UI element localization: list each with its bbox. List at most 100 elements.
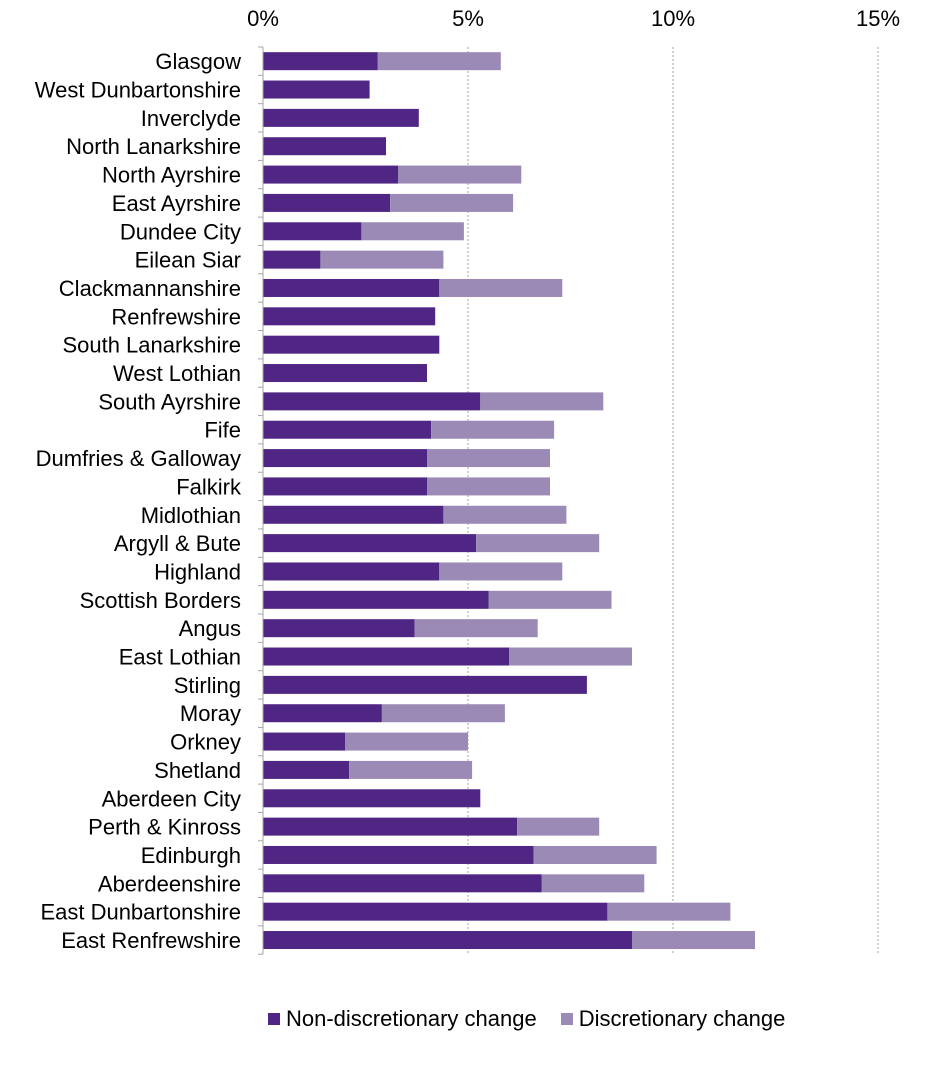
tick-label-10: 10% bbox=[651, 6, 695, 31]
category-labels: Glasgow West Dunbartonshire Inverclyde Nort… bbox=[35, 49, 242, 953]
bar-non-discretionary-8 bbox=[263, 278, 440, 297]
bar-discretionary-25 bbox=[349, 760, 473, 779]
tick-label-5: 5% bbox=[452, 6, 484, 31]
bar-discretionary-4 bbox=[398, 165, 522, 184]
category-label: Aberdeenshire bbox=[98, 871, 241, 896]
bar-non-discretionary-29 bbox=[263, 874, 542, 893]
bar-non-discretionary-5 bbox=[263, 193, 391, 212]
category-label: Orkney bbox=[170, 730, 241, 755]
legend-item-non-discretionary: Non-discretionary change bbox=[268, 1006, 537, 1032]
bar-non-discretionary-10 bbox=[263, 335, 440, 354]
bar-non-discretionary-17 bbox=[263, 534, 477, 553]
category-label: East Ayrshire bbox=[112, 191, 241, 216]
bar-discretionary-17 bbox=[476, 534, 600, 553]
bar-non-discretionary-22 bbox=[263, 675, 587, 694]
category-label: Dundee City bbox=[120, 219, 241, 244]
bar-discretionary-8 bbox=[439, 278, 563, 297]
legend: Non-discretionary change Discretionary c… bbox=[268, 1004, 809, 1034]
category-label: East Lothian bbox=[119, 645, 241, 670]
category-label: West Dunbartonshire bbox=[35, 78, 241, 103]
bar-non-discretionary-16 bbox=[263, 505, 444, 524]
bar-discretionary-31 bbox=[632, 931, 755, 950]
category-label: East Dunbartonshire bbox=[40, 900, 241, 925]
category-label: Stirling bbox=[174, 673, 241, 698]
bar-non-discretionary-4 bbox=[263, 165, 399, 184]
legend-swatch-discretionary bbox=[560, 1013, 573, 1025]
bars bbox=[263, 52, 755, 950]
category-label: Renfrewshire bbox=[111, 304, 241, 329]
bar-discretionary-14 bbox=[427, 449, 550, 468]
bar-non-discretionary-27 bbox=[263, 817, 518, 836]
legend-label-non-discretionary: Non-discretionary change bbox=[286, 1006, 537, 1031]
bar-non-discretionary-14 bbox=[263, 449, 427, 468]
category-label: Fife bbox=[204, 418, 241, 443]
legend-swatch-non-discretionary bbox=[268, 1013, 280, 1025]
bar-non-discretionary-3 bbox=[263, 137, 386, 156]
bar-non-discretionary-18 bbox=[263, 562, 440, 581]
bar-discretionary-28 bbox=[533, 845, 657, 864]
category-label: South Lanarkshire bbox=[62, 333, 241, 358]
y-axis bbox=[258, 46, 264, 955]
bar-discretionary-16 bbox=[443, 505, 567, 524]
bar-non-discretionary-21 bbox=[263, 647, 509, 666]
tick-label-0: 0% bbox=[247, 6, 279, 31]
category-label: Eilean Siar bbox=[135, 248, 241, 273]
bar-non-discretionary-28 bbox=[263, 845, 534, 864]
bar-discretionary-7 bbox=[320, 250, 444, 269]
category-label: North Lanarkshire bbox=[66, 134, 241, 159]
category-label: Aberdeen City bbox=[102, 786, 241, 811]
category-label: North Ayrshire bbox=[102, 163, 241, 188]
bar-discretionary-5 bbox=[390, 193, 514, 212]
bar-non-discretionary-19 bbox=[263, 590, 489, 609]
bar-non-discretionary-11 bbox=[263, 364, 427, 383]
category-label: Edinburgh bbox=[141, 843, 241, 868]
bar-discretionary-18 bbox=[439, 562, 563, 581]
bar-discretionary-30 bbox=[607, 902, 731, 921]
bar-non-discretionary-9 bbox=[263, 307, 436, 326]
category-label: Dumfries & Galloway bbox=[36, 446, 241, 471]
category-label: East Renfrewshire bbox=[61, 928, 241, 953]
bar-non-discretionary-25 bbox=[263, 760, 350, 779]
bar-discretionary-0 bbox=[377, 52, 501, 71]
bar-discretionary-19 bbox=[488, 590, 612, 609]
bar-discretionary-13 bbox=[431, 420, 555, 439]
bar-non-discretionary-23 bbox=[263, 704, 382, 723]
tick-labels: 0% 5% 10% 15% bbox=[247, 6, 900, 31]
bar-non-discretionary-2 bbox=[263, 108, 419, 127]
category-label: Glasgow bbox=[155, 49, 241, 74]
category-label: South Ayrshire bbox=[98, 389, 241, 414]
bar-discretionary-21 bbox=[509, 647, 632, 666]
category-label: Clackmannanshire bbox=[59, 276, 241, 301]
bar-non-discretionary-12 bbox=[263, 392, 481, 411]
bar-non-discretionary-13 bbox=[263, 420, 432, 439]
category-label: Shetland bbox=[154, 758, 241, 783]
category-label: Angus bbox=[179, 616, 241, 641]
bar-discretionary-15 bbox=[427, 477, 550, 496]
legend-label-discretionary: Discretionary change bbox=[578, 1006, 786, 1031]
tick-label-15: 15% bbox=[856, 6, 900, 31]
bar-non-discretionary-30 bbox=[263, 902, 608, 921]
bar-non-discretionary-1 bbox=[263, 80, 370, 99]
bar-discretionary-24 bbox=[345, 732, 468, 751]
category-label: Midlothian bbox=[141, 503, 241, 528]
bar-discretionary-6 bbox=[361, 222, 464, 241]
chart: Glasgow West Dunbartonshire Inverclyde Nort… bbox=[35, 6, 900, 955]
bar-non-discretionary-0 bbox=[263, 52, 378, 71]
bar-discretionary-27 bbox=[517, 817, 600, 836]
category-label: Argyll & Bute bbox=[114, 531, 241, 556]
bar-discretionary-23 bbox=[381, 704, 505, 723]
category-label: Falkirk bbox=[176, 474, 242, 499]
category-label: Inverclyde bbox=[141, 106, 241, 131]
bar-non-discretionary-7 bbox=[263, 250, 321, 269]
category-label: Moray bbox=[180, 701, 241, 726]
category-label: West Lothian bbox=[113, 361, 241, 386]
bar-non-discretionary-15 bbox=[263, 477, 427, 496]
legend-item-discretionary: Discretionary change bbox=[560, 1006, 786, 1032]
category-label: Scottish Borders bbox=[80, 588, 241, 613]
bar-discretionary-12 bbox=[480, 392, 604, 411]
category-label: Highland bbox=[154, 559, 241, 584]
bar-non-discretionary-6 bbox=[263, 222, 362, 241]
bar-non-discretionary-26 bbox=[263, 789, 481, 808]
bar-non-discretionary-31 bbox=[263, 931, 632, 950]
bar-discretionary-20 bbox=[414, 619, 538, 638]
